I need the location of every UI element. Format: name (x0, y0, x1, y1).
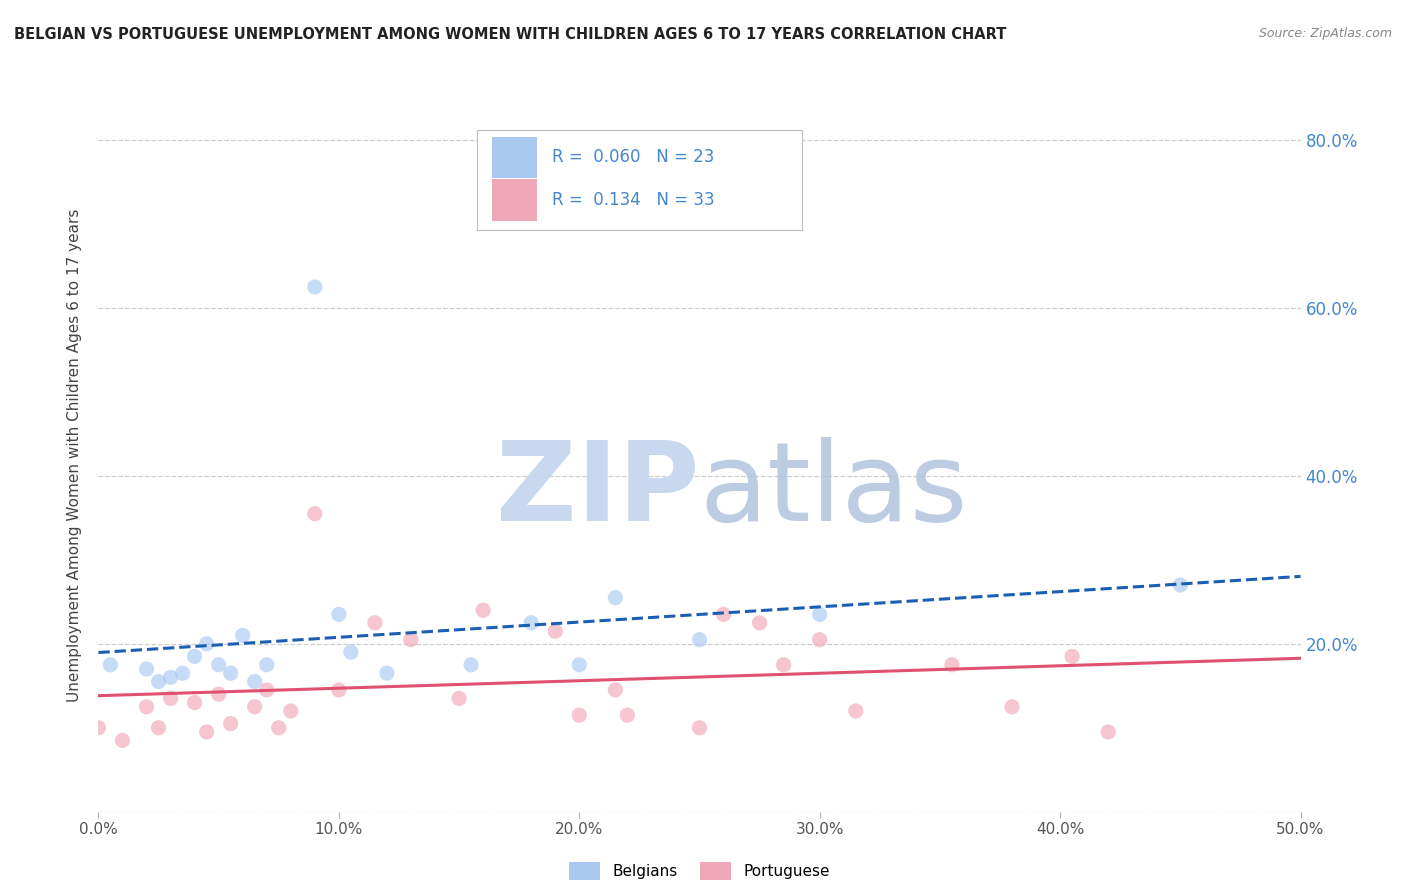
Point (544, 624, 567, 639)
Point (364, 615, 387, 630)
Text: R =  0.060   N = 23: R = 0.060 N = 23 (551, 148, 714, 166)
Point (183, 696, 205, 710)
Point (172, 666, 194, 681)
Point (219, 666, 242, 681)
Point (568, 657, 591, 672)
Point (232, 628, 254, 642)
Text: ZIP: ZIP (496, 437, 700, 544)
Point (568, 708, 591, 723)
Point (280, 704, 302, 718)
Point (256, 683, 278, 698)
Point (447, 691, 470, 706)
FancyBboxPatch shape (477, 130, 801, 230)
Point (340, 645, 363, 659)
Point (304, 280, 326, 294)
Point (267, 721, 290, 735)
Legend: Belgians, Portuguese: Belgians, Portuguese (564, 856, 835, 886)
Point (845, 704, 868, 718)
Point (748, 615, 770, 630)
Text: Source: ZipAtlas.com: Source: ZipAtlas.com (1258, 27, 1392, 40)
FancyBboxPatch shape (492, 179, 537, 221)
Point (219, 716, 242, 731)
Point (208, 687, 231, 701)
Point (399, 632, 422, 647)
Point (1170, 578, 1192, 592)
Point (1062, 649, 1084, 664)
Point (713, 607, 735, 622)
Point (941, 657, 963, 672)
Point (256, 657, 278, 672)
Point (520, 615, 543, 630)
Point (328, 607, 350, 622)
Point (159, 670, 181, 684)
Point (111, 733, 134, 747)
Point (148, 721, 170, 735)
Point (208, 657, 231, 672)
Point (159, 691, 181, 706)
Point (689, 721, 711, 735)
Text: atlas: atlas (700, 437, 967, 544)
Point (616, 708, 638, 723)
Point (472, 603, 495, 617)
Point (1001, 699, 1024, 714)
Point (243, 674, 266, 689)
Point (328, 683, 350, 698)
Text: R =  0.134   N = 33: R = 0.134 N = 33 (551, 191, 714, 209)
Point (195, 637, 218, 651)
Point (808, 607, 831, 622)
Point (87, 721, 110, 735)
Point (243, 699, 266, 714)
Point (304, 507, 326, 521)
Point (1097, 725, 1119, 739)
Point (605, 591, 627, 605)
Point (100, 657, 122, 672)
Point (772, 657, 794, 672)
Point (460, 657, 482, 672)
FancyBboxPatch shape (492, 136, 537, 178)
Point (135, 662, 157, 676)
Point (375, 666, 398, 681)
Point (605, 683, 627, 698)
Point (148, 674, 170, 689)
Y-axis label: Unemployment Among Women with Children Ages 6 to 17 years: Unemployment Among Women with Children A… (67, 208, 83, 702)
Point (808, 632, 831, 647)
Point (689, 632, 711, 647)
Text: BELGIAN VS PORTUGUESE UNEMPLOYMENT AMONG WOMEN WITH CHILDREN AGES 6 TO 17 YEARS : BELGIAN VS PORTUGUESE UNEMPLOYMENT AMONG… (14, 27, 1007, 42)
Point (135, 699, 157, 714)
Point (195, 725, 218, 739)
Point (183, 649, 205, 664)
